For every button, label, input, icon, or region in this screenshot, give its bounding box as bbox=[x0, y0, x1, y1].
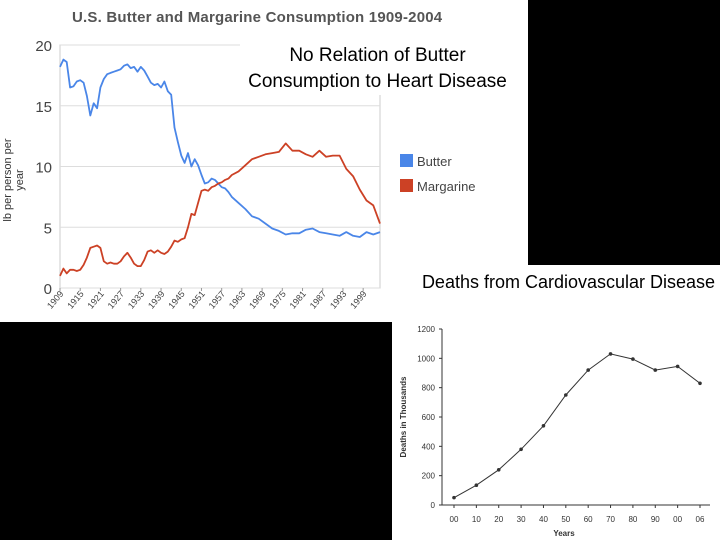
butter-xtick-label: 1921 bbox=[85, 289, 106, 311]
butter-ytick-label: 10 bbox=[35, 160, 52, 177]
cvd-data-point bbox=[698, 381, 702, 386]
cvd-ytick-label: 1200 bbox=[417, 325, 435, 334]
cvd-xtick-label: 70 bbox=[606, 515, 615, 524]
butter-ytick-label: 15 bbox=[35, 99, 52, 116]
legend-swatch-margarine bbox=[400, 179, 413, 192]
cvd-series-line bbox=[453, 353, 701, 499]
cvd-data-point bbox=[496, 468, 501, 472]
cvd-ytick-label: 600 bbox=[422, 413, 436, 422]
butter-xtick-label: 1939 bbox=[146, 289, 167, 311]
cvd-xtick-label: 50 bbox=[561, 515, 570, 524]
butter-xtick-label: 1999 bbox=[348, 289, 369, 311]
butter-xtick-label: 1963 bbox=[227, 289, 248, 311]
cvd-xtick-label: 06 bbox=[696, 515, 705, 524]
butter-xtick-label: 1927 bbox=[106, 289, 127, 311]
cvd-data-point bbox=[452, 495, 456, 500]
series-line-butter bbox=[59, 58, 381, 238]
butter-ytick-label: 20 bbox=[35, 38, 52, 55]
butter-xtick-label: 1915 bbox=[65, 289, 86, 311]
cvd-ytick-label: 200 bbox=[422, 472, 436, 481]
cvd-ytick-label: 1000 bbox=[417, 354, 435, 363]
cvd-xtick-label: 20 bbox=[494, 515, 503, 524]
cvd-xtick-label: 00 bbox=[673, 515, 682, 524]
cvd-ytick-label: 400 bbox=[422, 442, 436, 451]
butter-xtick-label: 1975 bbox=[267, 289, 288, 311]
legend-label-butter: Butter bbox=[417, 154, 452, 169]
legend-label-margarine: Margarine bbox=[417, 179, 476, 194]
butter-xtick-label: 1987 bbox=[308, 289, 329, 311]
butter-xtick-label: 1981 bbox=[288, 289, 309, 311]
cvd-xtick-label: 30 bbox=[517, 515, 526, 524]
cvd-data-point bbox=[519, 447, 523, 452]
butter-ytick-label: 0 bbox=[44, 281, 52, 298]
black-region bbox=[528, 0, 720, 265]
butter-xtick-label: 1951 bbox=[186, 289, 207, 311]
butter-chart-title: U.S. Butter and Margarine Consumption 19… bbox=[72, 9, 443, 26]
butter-xtick-label: 1969 bbox=[247, 289, 268, 311]
cvd-xtick-label: 60 bbox=[584, 515, 593, 524]
cvd-data-point bbox=[474, 483, 479, 487]
cvd-xtick-label: 90 bbox=[651, 515, 660, 524]
cvd-data-point bbox=[564, 393, 568, 397]
butter-xtick-label: 1933 bbox=[126, 289, 147, 311]
cvd-chart-panel: 0 200 400 600 800 1000 1200 00 10 20 30 40 50 60 70 80 9… bbox=[392, 265, 720, 540]
cvd-xlabel: Years bbox=[553, 529, 575, 538]
cvd-xtick-label: 80 bbox=[628, 515, 637, 524]
legend-swatch-butter bbox=[400, 154, 413, 167]
cvd-xtick-label: 40 bbox=[539, 515, 548, 524]
cvd-ytick-label: 0 bbox=[431, 501, 436, 510]
butter-xtick-label: 1945 bbox=[166, 289, 187, 311]
butter-xtick-label: 1993 bbox=[328, 289, 349, 311]
cvd-xtick-label: 00 bbox=[450, 515, 459, 524]
butter-claim-text: No Relation of Butter Consumption to Hea… bbox=[240, 43, 515, 95]
cvd-data-point bbox=[608, 352, 613, 356]
butter-ytick-label: 5 bbox=[44, 220, 52, 237]
cvd-chart-svg: 0 200 400 600 800 1000 1200 00 10 20 30 40 50 60 70 80 9… bbox=[399, 325, 710, 538]
cvd-data-point bbox=[541, 424, 546, 428]
cvd-data-point bbox=[653, 368, 658, 372]
cvd-data-point bbox=[675, 364, 680, 369]
butter-xtick-label: 1957 bbox=[207, 289, 228, 311]
cvd-ytick-label: 800 bbox=[422, 384, 436, 393]
cvd-xtick-label: 10 bbox=[472, 515, 481, 524]
cvd-data-point bbox=[586, 368, 590, 372]
cvd-title-text: Deaths from Cardiovascular Disease bbox=[421, 272, 716, 292]
cvd-ylabel: Deaths in Thousands bbox=[399, 376, 408, 457]
butter-chart-panel: U.S. Butter and Margarine Consumption 19… bbox=[0, 0, 528, 322]
series-line-margarine bbox=[59, 142, 381, 277]
cvd-data-point bbox=[631, 357, 635, 361]
